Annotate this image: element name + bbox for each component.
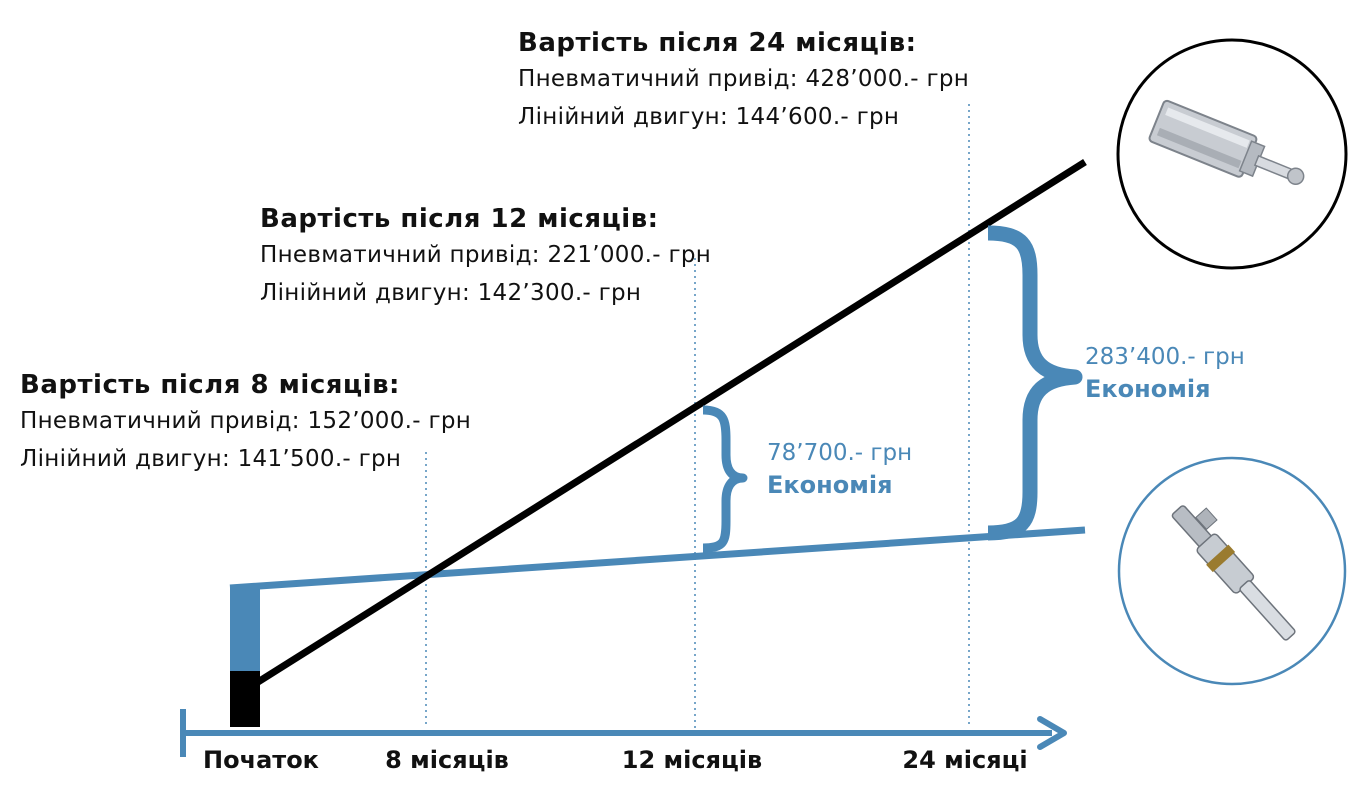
cost-after-8-title: Вартість після 8 місяців: [20, 370, 400, 400]
cost-after-24-pneumatic: Пневматичний привід: 428’000.- грн [518, 66, 970, 92]
time-axis-arrow-head [1037, 716, 1067, 750]
pneumatic-initial-cost-bar [230, 671, 260, 727]
cost-after-24-months: Вартість після 24 місяців: Пневматичний … [518, 26, 969, 136]
cost-after-12-months: Вартість після 12 місяців: Пневматичний … [260, 202, 711, 312]
savings-24-amount: 283’400.- грн [1085, 344, 1245, 370]
cost-after-12-linear: Лінійний двигун: 142’300.- грн [260, 280, 642, 306]
axis-label-start: Початок [203, 746, 319, 774]
cost-after-8-months: Вартість після 8 місяців: Пневматичний п… [20, 368, 471, 478]
axis-label-8-months: 8 місяців [385, 746, 509, 774]
cost-after-24-title: Вартість після 24 місяців: [518, 28, 917, 58]
linear-motor-cost-line [229, 526, 1086, 592]
axis-label-24-months: 24 місяці [902, 746, 1028, 774]
cost-after-8-linear: Лінійний двигун: 141’500.- грн [20, 446, 402, 472]
savings-at-12-months: 78’700.- грн Економія [767, 437, 912, 501]
savings-at-24-months: 283’400.- грн Економія [1085, 341, 1245, 405]
linear-motor-image [1117, 456, 1347, 686]
cost-after-12-pneumatic: Пневматичний привід: 221’000.- грн [260, 242, 712, 268]
savings-24-label: Економія [1085, 375, 1211, 403]
cost-after-12-title: Вартість після 12 місяців: [260, 204, 659, 234]
savings-brace-12-months [702, 405, 748, 553]
cost-after-24-linear: Лінійний двигун: 144’600.- грн [518, 104, 900, 130]
pneumatic-cost-line [256, 159, 1087, 685]
axis-label-12-months: 12 місяців [621, 746, 763, 774]
pneumatic-cylinder-image [1116, 38, 1348, 270]
savings-brace-24-months [987, 225, 1083, 541]
cost-after-8-pneumatic: Пневматичний привід: 152’000.- грн [20, 408, 472, 434]
savings-12-label: Економія [767, 471, 893, 499]
savings-12-amount: 78’700.- грн [767, 440, 913, 466]
linear-motor-initial-cost-bar [230, 585, 260, 673]
